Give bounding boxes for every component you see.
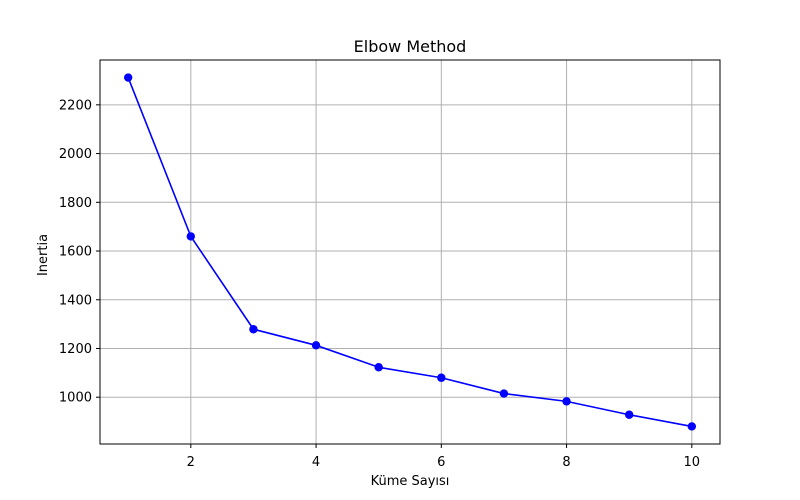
grid <box>100 60 720 444</box>
x-tick-label: 4 <box>312 455 320 470</box>
y-axis-label: Inertia <box>36 234 51 276</box>
data-point <box>311 341 321 350</box>
y-tick-label: 1200 <box>59 342 92 357</box>
data-point <box>437 373 446 382</box>
x-tick-label: 8 <box>562 455 570 470</box>
x-tick-label: 6 <box>437 455 445 470</box>
x-axis-label: Küme Sayısı <box>371 474 450 489</box>
plot-frame <box>99 59 721 445</box>
y-tick-label: 2000 <box>59 147 92 162</box>
series-line <box>127 77 692 428</box>
x-tick-label: 2 <box>187 455 195 470</box>
y-tick-label: 2200 <box>59 98 92 113</box>
y-tick-label: 1600 <box>59 245 92 260</box>
data-point <box>374 363 383 372</box>
y-tick-label: 1800 <box>59 196 92 211</box>
chart-title: Elbow Method <box>354 37 467 56</box>
data-point <box>249 325 258 334</box>
x-tick-label: 10 <box>684 455 701 470</box>
data-point <box>562 397 571 406</box>
y-tick-label: 1000 <box>59 391 92 406</box>
data-point <box>499 389 509 398</box>
y-tick-label: 1400 <box>59 293 92 308</box>
data-point <box>123 73 133 82</box>
data-point <box>624 410 634 419</box>
series <box>123 73 697 431</box>
ticks: 2 4 6 8 10 1000 1200 1400 1600 1800 2000 2200 <box>59 98 700 470</box>
data-point <box>687 422 697 431</box>
data-point <box>186 232 196 241</box>
